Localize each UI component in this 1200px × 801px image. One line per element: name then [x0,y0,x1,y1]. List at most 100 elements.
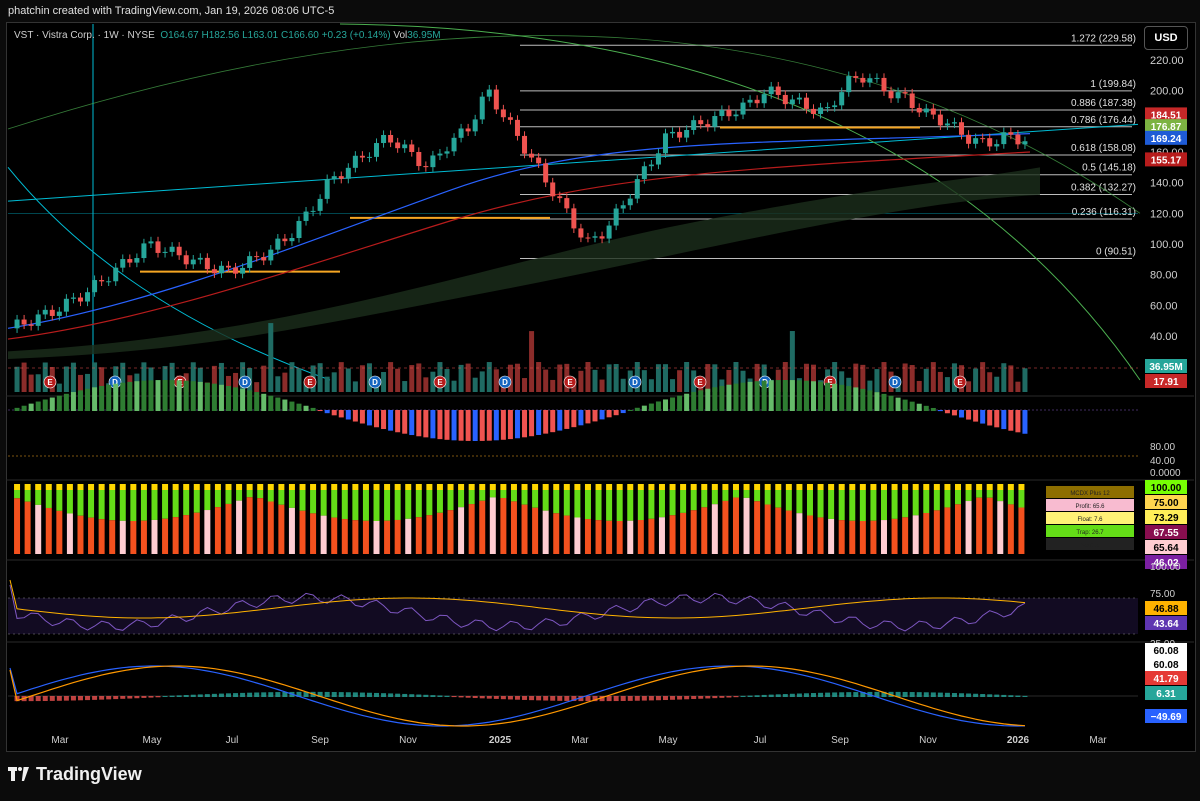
breadth-bar-top [1007,484,1014,490]
candle-body [190,259,196,265]
candle-body [973,138,979,144]
momentum-bar [472,410,478,441]
breadth-bar-green [320,490,327,516]
fib-label: 1.272 (229.58) [1071,33,1136,44]
breadth-bar-top [806,484,813,490]
breadth-bar-green [796,490,803,514]
candle-body [289,238,295,242]
candle-body [275,238,281,250]
breadth-bar-green [299,490,306,511]
volume-bar [416,363,422,392]
momentum-bar [909,401,915,411]
macd-histogram-bar [451,696,457,698]
time-axis-label: 2025 [489,735,512,746]
volume-bar [930,362,936,392]
momentum-bar [627,409,633,411]
candle-body [578,228,584,238]
currency-button[interactable]: USD [1144,26,1188,50]
candle-body [169,246,175,252]
momentum-bar [28,403,34,411]
breadth-bar-red [1007,504,1014,554]
momentum-bar [691,391,697,411]
candle-body [479,96,485,120]
breadth-bar-top [426,484,433,490]
breadth-bar-green [722,490,729,501]
volume-bar [536,362,542,392]
breadth-bar-top [542,484,549,490]
breadth-bar-green [225,490,232,504]
breadth-bar-green [912,490,919,516]
macd-histogram-bar [740,695,746,697]
breadth-bar-red [965,501,972,554]
candle-body [42,309,48,315]
event-marker-icon [563,375,577,389]
macd-histogram-bar [613,696,619,702]
breadth-bar-red [711,504,718,554]
volume-bar [585,362,591,392]
breadth-bar-green [849,490,856,521]
volume-bar [190,362,196,392]
candle-body [204,257,210,270]
volume-bar [14,366,20,392]
breadth-bar-red [489,497,496,554]
macd-histogram-bar [388,693,394,697]
breadth-bar-red [362,520,369,554]
volume-bar [458,364,464,392]
event-marker-label: D [372,378,378,387]
candle-body [677,131,683,138]
time-axis-label: 2026 [1007,735,1030,746]
event-marker-label: E [437,378,443,387]
candle-body [317,198,323,211]
momentum-bar [204,382,210,411]
breadth-bar-green [479,490,486,501]
price-badge-text: 155.17 [1151,155,1182,166]
momentum-bar [761,380,767,411]
momentum-bar [77,390,83,411]
volume-bar [479,371,485,392]
time-axis-label: Jul [226,735,239,746]
macd-histogram-bar [197,694,203,697]
candle-body [247,256,253,268]
breadth-bar-top [193,484,200,490]
macd-histogram-bar [225,693,231,697]
breadth-bar-top [405,484,412,490]
breadth-bar-red [870,520,877,554]
red-moving-average [7,151,1031,340]
breadth-bar-top [669,484,676,490]
volume-bar [860,364,866,392]
momentum-bar [268,395,274,411]
breadth-bar-green [574,490,581,518]
event-marker-label: D [892,378,898,387]
macd-histogram-bar [35,696,41,702]
momentum-bar [366,410,372,426]
macd-histogram-bar [585,696,591,702]
breadth-bar-red [140,520,147,554]
macd-histogram-bar [944,692,950,697]
momentum-bar [641,405,647,411]
volume-label: Vol [393,30,408,41]
macd-histogram-bar [317,691,323,697]
breadth-bar-top [870,484,877,490]
macd-histogram-bar [352,692,358,697]
breadth-bar-green [1007,490,1014,505]
price-badge-text: 184.51 [1151,110,1182,121]
breadth-bar-top [214,484,221,490]
fib-label: 0 (90.51) [1096,247,1136,258]
candle-body [465,128,471,132]
macd-histogram-bar [493,696,499,699]
momentum-axis-label: 80.00 [1150,442,1175,453]
momentum-bar [35,401,41,411]
macd-histogram-bar [338,692,344,697]
breadth-bar-top [859,484,866,490]
momentum-bar [240,388,246,411]
momentum-bar [493,410,499,441]
volume-bar [803,363,809,392]
macd-histogram-bar [811,693,817,697]
macd-histogram-bar [49,696,55,701]
breadth-bar-top [151,484,158,490]
macd-histogram-bar [70,696,76,701]
breadth-bar-top [236,484,243,490]
breadth-bar-top [764,484,771,490]
breadth-legend-swatch [1046,538,1134,550]
